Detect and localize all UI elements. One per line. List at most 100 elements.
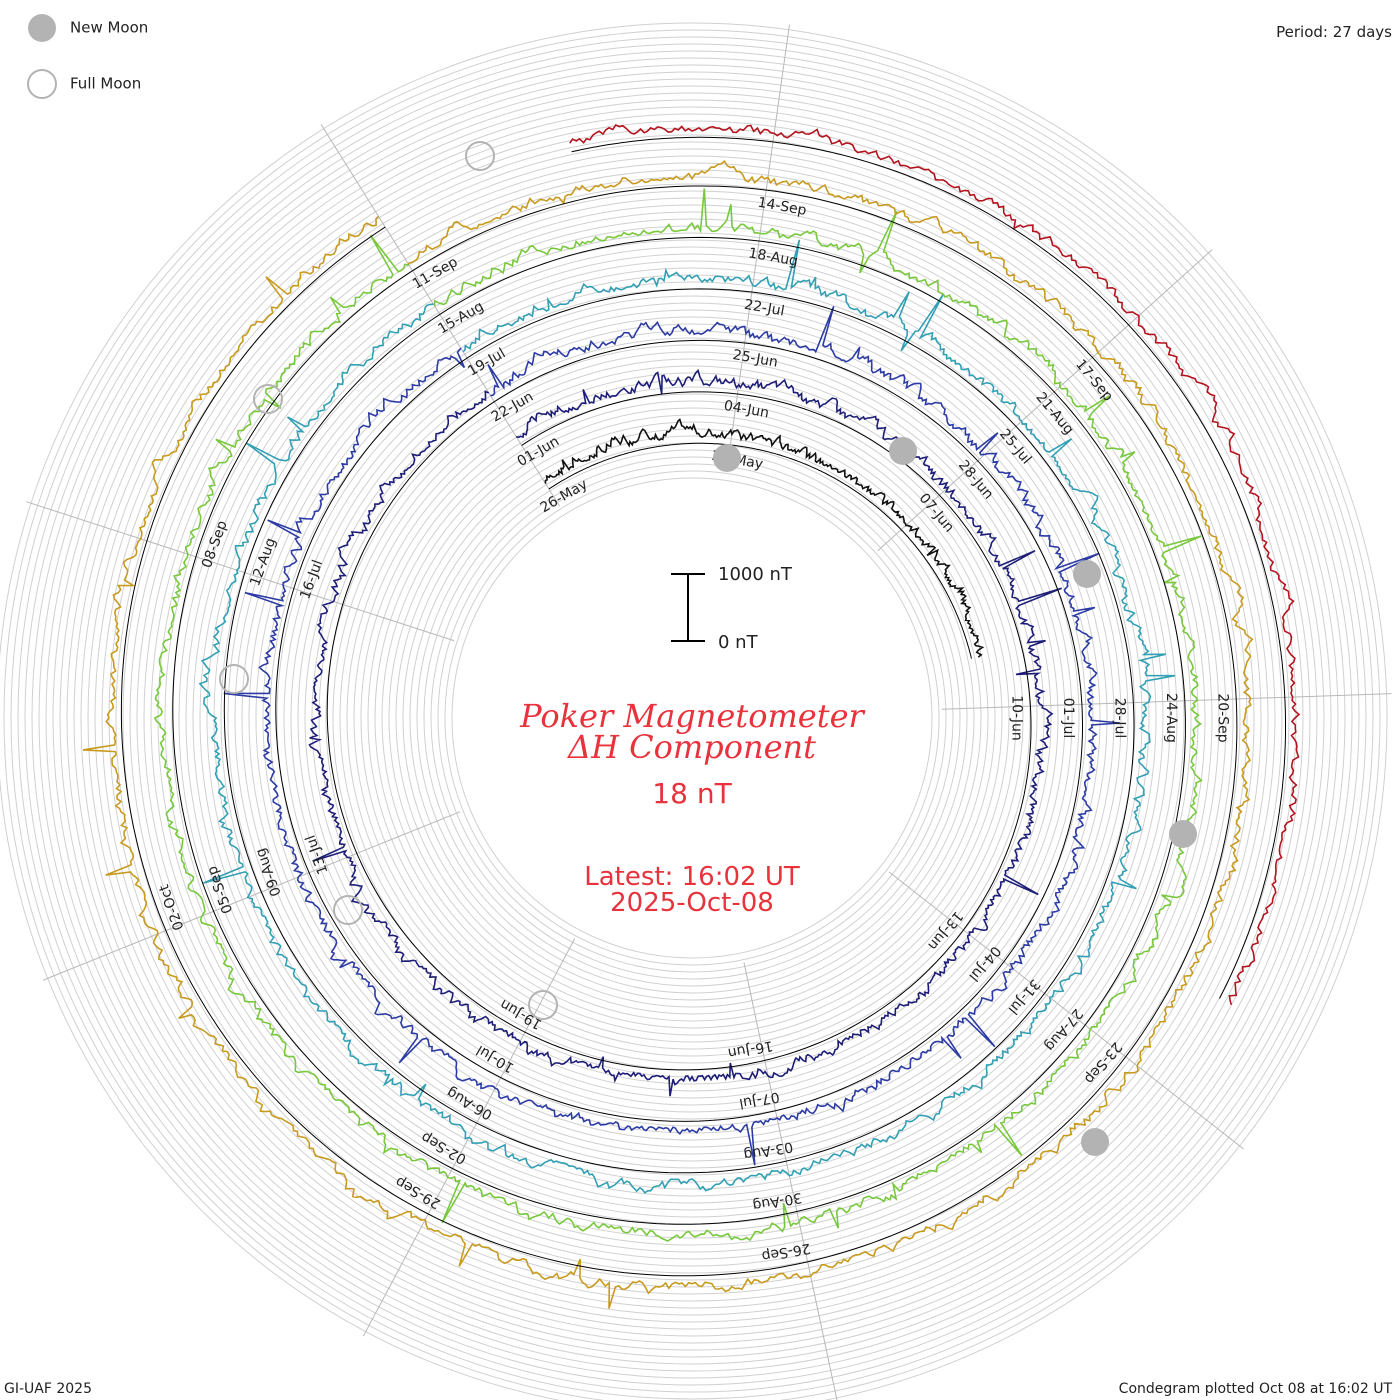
full-moon-marker	[219, 664, 249, 694]
spoke-line	[877, 249, 1213, 552]
new-moon-marker	[1169, 820, 1197, 848]
grid-ring	[164, 190, 1220, 1246]
grid-ring	[129, 155, 1255, 1281]
new-moon-marker	[1081, 1128, 1109, 1156]
baseline-rotation-6	[571, 136, 1286, 999]
grid-ring	[157, 183, 1227, 1253]
date-label: 14-Sep	[756, 195, 807, 219]
baseline-rotation-0	[548, 442, 972, 659]
grid-ring	[115, 141, 1269, 1295]
grid-ring	[0, 22, 1388, 1400]
radial-grid	[0, 22, 1388, 1400]
grid-ring	[24, 50, 1360, 1386]
latest-date: 2025-Oct-08	[610, 888, 774, 918]
grid-ring	[73, 99, 1311, 1337]
grid-ring	[381, 407, 1003, 1029]
grid-ring	[374, 400, 1010, 1036]
spoke-line	[941, 693, 1392, 710]
grid-ring	[171, 197, 1213, 1239]
grid-ring	[80, 106, 1304, 1330]
grid-ring	[325, 351, 1059, 1085]
grid-ring	[444, 470, 940, 966]
data-curve-rotation-2	[223, 306, 1120, 1166]
grid-ring	[430, 456, 954, 980]
date-label: 07-Jul	[738, 1088, 781, 1111]
grid-ring	[290, 316, 1094, 1120]
grid-ring	[388, 414, 996, 1022]
full-moon-legend-icon	[27, 69, 57, 99]
full-moon-marker	[528, 990, 558, 1020]
grid-ring	[360, 386, 1024, 1050]
grid-ring	[199, 225, 1185, 1211]
grid-ring	[136, 162, 1248, 1274]
date-label: 24-Aug	[1163, 693, 1179, 743]
latest-time: Latest: 16:02 UT	[584, 862, 800, 892]
grid-ring	[17, 43, 1367, 1393]
baselines	[120, 136, 1286, 1277]
new-moon-legend-label: New Moon	[70, 19, 148, 37]
grid-ring	[234, 260, 1150, 1176]
grid-ring	[367, 393, 1017, 1043]
scale-bar	[671, 573, 705, 642]
spoke-line	[26, 501, 455, 642]
grid-ring	[346, 372, 1038, 1064]
spoke-line	[888, 871, 1244, 1150]
date-label: 16-Jun	[727, 1037, 775, 1061]
data-curve-rotation-0	[544, 418, 985, 658]
date-label: 30-Aug	[751, 1189, 803, 1213]
baseline-rotation-5	[120, 185, 1238, 1277]
baseline-rotation-1	[326, 391, 1032, 1071]
date-label: 08-Sep	[199, 518, 231, 570]
date-label: 12-Aug	[247, 536, 279, 588]
grid-ring	[437, 463, 947, 973]
chart-title: Poker Magnetometer	[519, 697, 865, 735]
grid-ring	[94, 120, 1290, 1316]
grid-ring	[248, 274, 1136, 1162]
data-curve-rotation-4	[153, 188, 1203, 1242]
chart-subtitle: ΔH Component	[566, 728, 816, 766]
grid-ring	[66, 92, 1318, 1344]
spoke-line	[743, 962, 838, 1400]
grid-ring	[283, 309, 1101, 1127]
data-curve-rotation-5	[82, 160, 1254, 1309]
moon-markers	[219, 141, 1197, 1156]
grid-ring	[269, 295, 1115, 1141]
grid-ring	[45, 71, 1339, 1365]
spoke-line	[320, 124, 560, 507]
grid-ring	[206, 232, 1178, 1204]
period-label: Period: 27 days	[1276, 23, 1392, 41]
date-label: 02-Oct	[156, 882, 187, 933]
grid-ring	[409, 435, 975, 1001]
full-moon-marker	[465, 141, 495, 171]
grid-ring	[178, 204, 1206, 1232]
grid-ring	[150, 176, 1234, 1260]
scale-bottom-label: 0 nT	[718, 632, 759, 653]
scale-top-label: 1000 nT	[718, 564, 793, 585]
date-label: 22-Jul	[743, 297, 786, 320]
grid-ring	[31, 57, 1353, 1379]
date-label: 27-Aug	[1041, 1005, 1085, 1054]
grid-ring	[192, 218, 1192, 1218]
grid-ring	[297, 323, 1087, 1113]
spoke-line	[42, 811, 461, 981]
new-moon-marker	[889, 437, 917, 465]
grid-ring	[101, 127, 1283, 1309]
data-curve-rotation-3	[198, 239, 1176, 1194]
new-moon-legend-icon	[28, 14, 56, 42]
grid-ring	[10, 36, 1374, 1400]
date-label: 10-Jul	[474, 1042, 517, 1076]
full-moon-legend-label: Full Moon	[70, 75, 141, 93]
footer-plotted: Condegram plotted Oct 08 at 16:02 UT	[1119, 1381, 1393, 1397]
new-moon-marker	[1073, 560, 1101, 588]
grid-ring	[220, 246, 1164, 1190]
grid-ring	[3, 29, 1381, 1400]
grid-ring	[143, 169, 1241, 1267]
full-moon-marker	[333, 895, 363, 925]
grid-ring	[213, 239, 1171, 1197]
date-label: 01-Jul	[1060, 698, 1076, 739]
grid-ring	[241, 267, 1143, 1169]
grid-ring	[276, 302, 1108, 1134]
grid-ring	[423, 449, 961, 987]
grid-ring	[395, 421, 989, 1015]
data-curves	[82, 123, 1301, 1309]
